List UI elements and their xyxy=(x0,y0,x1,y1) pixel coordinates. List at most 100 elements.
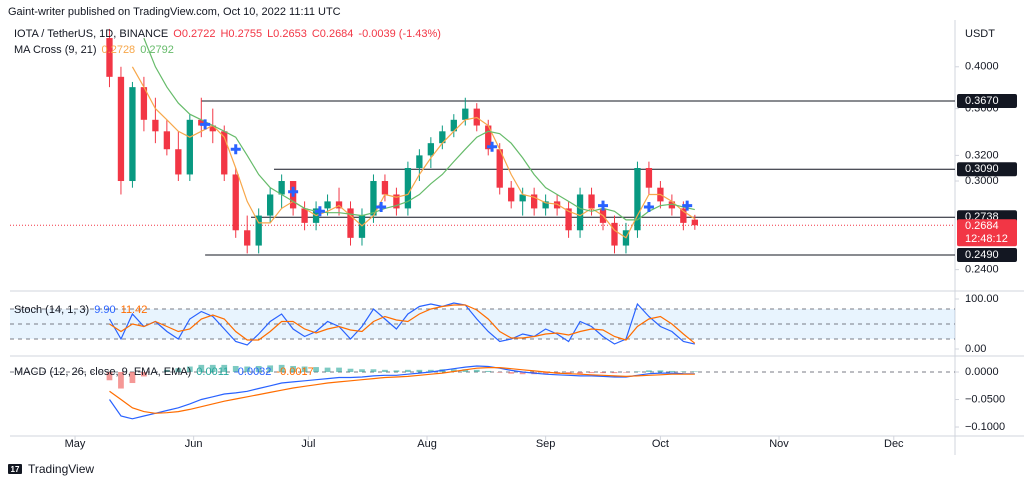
candle-body xyxy=(462,108,469,120)
logo xyxy=(8,464,22,474)
published-line: Gaint-writer published on TradingView.co… xyxy=(8,6,341,18)
candle-body xyxy=(542,201,549,209)
candle-body xyxy=(106,38,113,77)
histogram-bar xyxy=(416,369,423,373)
ohlc-readout: C0.2684 xyxy=(311,28,354,40)
ohlc-readout: L0.2653 xyxy=(267,28,307,40)
macd-pane xyxy=(10,364,955,420)
indicator-line xyxy=(131,66,696,239)
histogram-bar xyxy=(370,369,377,373)
candle-body xyxy=(519,194,526,202)
x-tick-label: Dec xyxy=(884,438,904,450)
histogram-bar xyxy=(450,369,457,373)
histogram-bar xyxy=(336,367,342,373)
candle-body xyxy=(175,149,182,175)
histogram-bar xyxy=(519,372,526,375)
candle-body xyxy=(232,174,239,231)
x-tick-label: Jul xyxy=(301,438,315,450)
x-tick-label: May xyxy=(65,438,86,450)
histogram-bar xyxy=(186,366,193,373)
candle-body xyxy=(152,119,159,132)
stoch-legend: Stoch (14, 1, 3) 9.90 11.42 xyxy=(14,304,147,316)
histogram-bar xyxy=(542,372,549,375)
cross-marker xyxy=(230,144,241,155)
ohlc-readout: O0.2722 xyxy=(173,28,216,40)
candle-body xyxy=(645,167,653,188)
candle-body xyxy=(244,230,251,246)
histogram-bar xyxy=(669,370,675,373)
last-price-label: 0.2684 xyxy=(965,220,999,232)
level-label: 0.2490 xyxy=(965,249,999,261)
cross-marker xyxy=(314,206,325,217)
candle-body xyxy=(381,181,389,195)
x-tick-label: Aug xyxy=(417,438,437,450)
candle-body xyxy=(186,119,193,175)
ohlc-readout: H0.2755 xyxy=(220,28,263,40)
candle-body xyxy=(450,119,457,132)
candle-body xyxy=(508,187,515,202)
candle-body xyxy=(496,149,503,188)
histogram-bar xyxy=(657,370,664,373)
histogram-bar xyxy=(680,371,687,373)
level-label-box xyxy=(957,162,1017,177)
histogram-bar xyxy=(634,371,641,373)
candle-body xyxy=(209,125,216,132)
candle-body xyxy=(576,194,584,231)
histogram-bar xyxy=(646,370,652,373)
candle-body xyxy=(301,208,308,223)
candle-body xyxy=(691,219,698,226)
indicator-line xyxy=(108,302,695,346)
histogram-bar xyxy=(565,372,572,374)
brand: TradingView xyxy=(28,462,94,476)
histogram-bar xyxy=(508,372,515,374)
histogram-bar xyxy=(163,369,170,373)
candle-body xyxy=(267,194,274,216)
histogram-bar xyxy=(290,365,296,373)
ma-readout: 0.2728 xyxy=(101,44,136,56)
candle-body xyxy=(393,194,400,209)
y-tick-label: 0.0000 xyxy=(965,366,999,378)
x-tick-label: Oct xyxy=(652,438,669,450)
histogram-bar xyxy=(209,364,216,373)
histogram-bar xyxy=(324,367,331,373)
histogram-bar xyxy=(588,372,595,374)
axis-label: USDT xyxy=(965,28,995,40)
published: Gaint-writer published on TradingView.co… xyxy=(8,6,341,18)
histogram-bar xyxy=(405,369,411,373)
indicator-line xyxy=(109,365,695,420)
y-tick-label: 0.4000 xyxy=(965,61,999,73)
ma-readout: 0.2792 xyxy=(140,44,174,56)
y-tick-label: −0.0500 xyxy=(965,393,1005,405)
candle-body xyxy=(198,119,205,126)
histogram-bar xyxy=(106,372,113,381)
candle-body xyxy=(347,208,354,238)
histogram-bar xyxy=(141,372,147,377)
y-tick-label: −0.1000 xyxy=(965,421,1005,433)
candle-body xyxy=(611,222,618,246)
histogram-bar xyxy=(496,372,503,373)
price-pane xyxy=(10,28,955,256)
y-tick-label: 0.3200 xyxy=(965,149,999,161)
x-tick-label: Nov xyxy=(769,438,789,450)
candle-body xyxy=(324,201,331,209)
candle-body xyxy=(370,181,377,216)
candle-body xyxy=(117,76,125,182)
histogram-bar xyxy=(427,369,434,373)
cross-marker xyxy=(487,141,498,152)
cross-marker xyxy=(682,200,693,211)
y-tick-label: 100.00 xyxy=(965,293,999,305)
level-label: 0.3090 xyxy=(965,163,999,175)
cross-marker xyxy=(643,201,654,212)
macd-title: MACD (12, 26, close, 9, EMA, EMA) xyxy=(14,366,192,378)
cross-marker xyxy=(288,186,299,197)
ohlc-readout: -0.0039 (-1.43%) xyxy=(358,28,441,40)
histogram-bar xyxy=(198,364,205,373)
histogram-bar xyxy=(313,367,319,373)
histogram-bar xyxy=(175,368,182,373)
symbol-legend: IOTA / TetherUS, 1D, BINANCE O0.2722 H0.27… xyxy=(14,28,441,40)
candle-body xyxy=(335,201,343,209)
level-label-box xyxy=(957,93,1017,108)
candle-body xyxy=(416,155,423,168)
level-label-box xyxy=(957,248,1017,263)
